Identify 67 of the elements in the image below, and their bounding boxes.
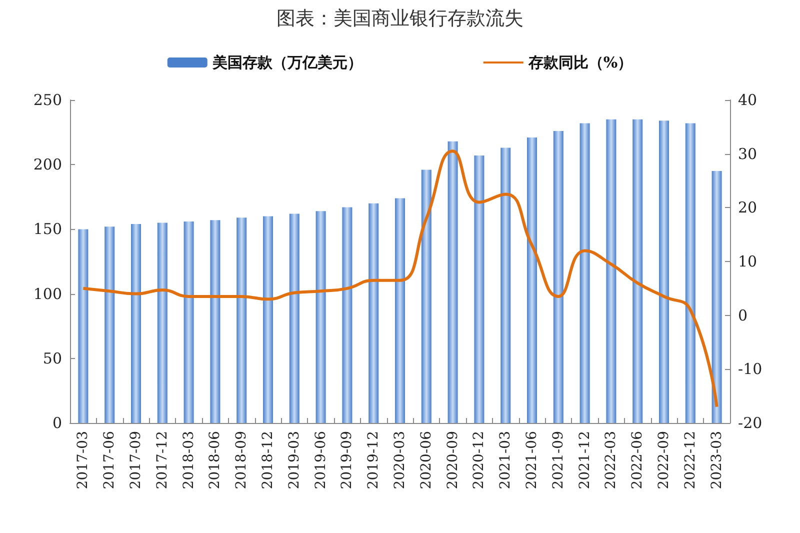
x-tick-label: 2021-09 bbox=[550, 431, 566, 490]
x-tick-label: 2020-03 bbox=[392, 431, 408, 490]
x-tick-label: 2020-09 bbox=[444, 431, 461, 490]
bar bbox=[712, 171, 722, 423]
bar bbox=[527, 137, 537, 423]
bar bbox=[685, 123, 696, 423]
y2-tick-label: 30 bbox=[738, 144, 758, 163]
x-tick-label: 2019-12 bbox=[366, 431, 382, 490]
bar bbox=[553, 131, 564, 423]
y2-tick-label: -20 bbox=[738, 414, 762, 432]
x-tick-label: 2021-03 bbox=[498, 431, 514, 490]
bar bbox=[342, 207, 352, 423]
x-tick-label: 2021-12 bbox=[576, 431, 593, 490]
bar bbox=[580, 123, 590, 423]
bar bbox=[104, 226, 115, 423]
bar bbox=[368, 203, 379, 423]
chart-title: 图表：美国商业银行存款流失 bbox=[276, 8, 524, 30]
legend-label: 存款同比（%） bbox=[527, 54, 633, 72]
x-tick-label: 2018-06 bbox=[207, 430, 224, 490]
y-tick-label: 50 bbox=[42, 349, 62, 368]
x-tick-label: 2019-09 bbox=[339, 431, 356, 490]
bar bbox=[421, 170, 432, 423]
bar bbox=[78, 229, 88, 423]
bar bbox=[210, 220, 220, 423]
y2-tick-label: 0 bbox=[738, 306, 748, 324]
x-tick-label: 2021-06 bbox=[524, 430, 540, 490]
bar bbox=[316, 211, 326, 423]
bar bbox=[184, 221, 194, 423]
bar bbox=[131, 224, 141, 423]
x-tick-label: 2018-12 bbox=[260, 431, 276, 490]
y-tick-label: 150 bbox=[33, 220, 62, 238]
x-tick-label: 2017-12 bbox=[154, 431, 170, 490]
bar bbox=[395, 198, 405, 423]
y2-tick-label: 40 bbox=[738, 91, 758, 109]
bar bbox=[448, 141, 458, 423]
bar bbox=[659, 120, 669, 423]
x-tick-label: 2023-03 bbox=[708, 431, 725, 490]
y-tick-label: 200 bbox=[33, 156, 62, 174]
x-tick-label: 2017-09 bbox=[128, 431, 144, 490]
bar bbox=[289, 214, 300, 423]
legend-label: 美国存款（万亿美元） bbox=[211, 54, 362, 72]
line-series bbox=[82, 150, 718, 408]
x-tick-label: 2022-03 bbox=[603, 431, 620, 490]
x-tick-label: 2019-06 bbox=[312, 430, 329, 490]
x-tick-label: 2019-03 bbox=[286, 431, 302, 490]
y2-tick-label: 20 bbox=[738, 198, 758, 217]
x-tick-label: 2017-03 bbox=[75, 431, 92, 490]
bar bbox=[474, 156, 484, 423]
x-tick-label: 2020-06 bbox=[418, 430, 434, 490]
bar bbox=[606, 119, 616, 423]
x-tick-label: 2017-06 bbox=[102, 430, 118, 490]
y-tick-label: 0 bbox=[52, 414, 62, 432]
bar bbox=[236, 218, 247, 423]
bar bbox=[157, 222, 168, 423]
y-tick-label: 250 bbox=[33, 91, 62, 109]
x-tick-label: 2020-12 bbox=[471, 431, 488, 490]
y2-tick-label: 10 bbox=[738, 252, 758, 270]
x-tick-label: 2022-09 bbox=[656, 431, 672, 490]
x-tick-label: 2022-12 bbox=[682, 431, 698, 490]
x-tick-label: 2018-03 bbox=[180, 431, 197, 490]
x-tick-label: 2022-06 bbox=[630, 430, 646, 490]
bar bbox=[500, 148, 511, 423]
bar bbox=[263, 216, 273, 423]
y-tick-label: 100 bbox=[33, 284, 62, 303]
x-tick-label: 2018-09 bbox=[234, 431, 250, 490]
y2-tick-label: -10 bbox=[738, 360, 762, 378]
bar bbox=[632, 119, 643, 423]
